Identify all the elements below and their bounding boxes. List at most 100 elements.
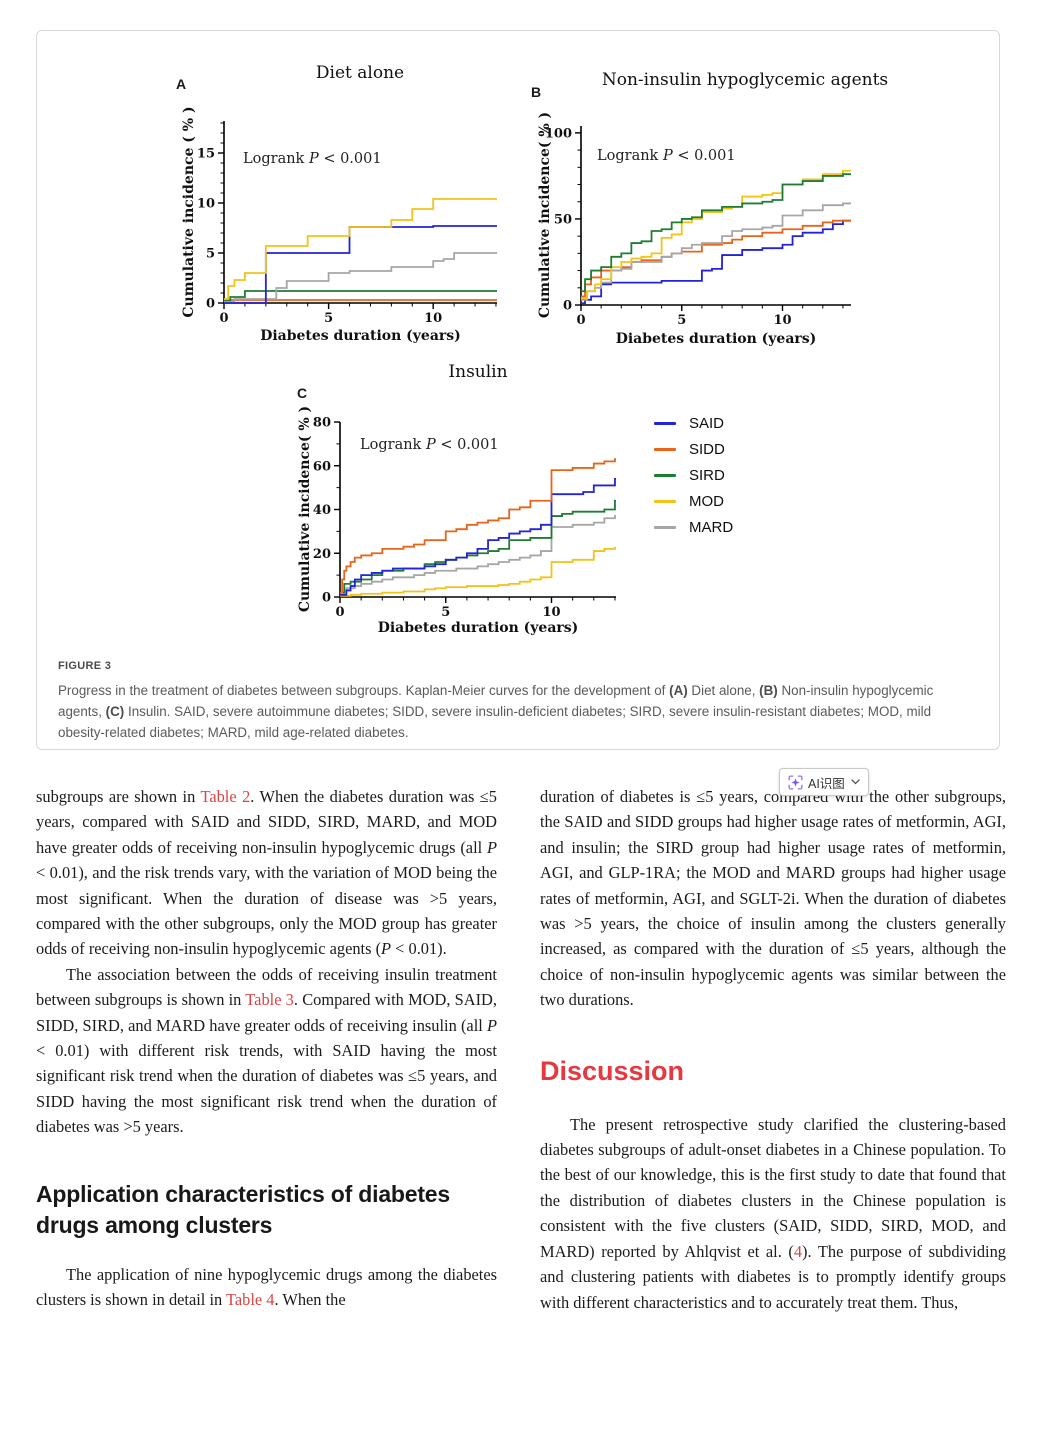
- section-heading-application: Application characteristics of diabetes …: [36, 1180, 450, 1238]
- legend-dash: [654, 525, 676, 529]
- text-segment: Logrank: [360, 437, 426, 453]
- x-tick-label: 5: [677, 313, 686, 328]
- legend-label: MARD: [689, 518, 734, 536]
- paragraph: subgroups are shown in Table 2. When the…: [36, 784, 497, 962]
- text-segment: < 0.01).: [391, 939, 447, 959]
- y-tick-label: 80: [313, 416, 331, 431]
- ai-vision-label: AI识图: [808, 776, 845, 791]
- series-sidd: [340, 458, 616, 594]
- table-2-link[interactable]: Table 2: [200, 787, 251, 806]
- legend-item-sird: SIRD: [654, 462, 733, 488]
- legend-item-mod: MOD: [654, 488, 733, 514]
- text-segment: (A): [669, 683, 688, 698]
- paragraph: The application of nine hypoglycemic dru…: [36, 1262, 497, 1313]
- table-3-link[interactable]: Table 3: [245, 990, 294, 1010]
- text-segment: Logrank: [243, 151, 309, 167]
- legend-label: SIDD: [689, 440, 725, 458]
- left-column: subgroups are shown in Table 2. When the…: [36, 784, 497, 1313]
- text-segment: (C): [105, 704, 125, 719]
- y-tick-label: 60: [313, 459, 331, 474]
- x-tick-label: 10: [773, 313, 791, 328]
- x-tick-label: 10: [542, 605, 560, 620]
- series-said: [340, 477, 616, 596]
- legend-item-said: SAID: [654, 410, 733, 436]
- panel-b-y-axis-label: Cumulative incidence( % ): [537, 111, 553, 319]
- text-segment: (B): [759, 683, 778, 698]
- panel-a-letter: A: [176, 76, 187, 92]
- text-segment: P: [425, 437, 436, 453]
- text-segment: . Compared with MOD, SAID, SIDD, SIRD, a…: [36, 990, 497, 1035]
- text-segment: P: [486, 1015, 497, 1035]
- text-segment: P: [308, 151, 319, 167]
- text-segment: < 0.01) with different risk trends, with…: [36, 1041, 497, 1137]
- panel-a-x-axis-label: Diabetes duration (years): [260, 328, 461, 344]
- figure-caption-label: FIGURE 3: [58, 660, 112, 672]
- ai-vision-button[interactable]: AI识图: [779, 768, 869, 796]
- y-tick-label: 10: [197, 197, 215, 212]
- panel-c-title: Insulin: [448, 362, 508, 382]
- text-segment: Insulin. SAID, severe autoimmune diabete…: [58, 704, 932, 740]
- text-segment: subgroups are shown in: [36, 787, 201, 806]
- text-segment: . When the: [274, 1290, 346, 1310]
- legend-dash: [654, 499, 676, 503]
- legend-dash: [654, 447, 676, 451]
- text-segment: . When the diabetes duration was ≤5 year…: [36, 787, 497, 857]
- panel-b-logrank-annotation: Logrank P < 0.001: [597, 148, 736, 164]
- km-chart-diet-alone: 0 5 10 0 5 10 15: [197, 121, 497, 326]
- panel-b-title: Non-insulin hypoglycemic agents: [601, 70, 889, 90]
- paragraph: duration of diabetes is ≤5 years, compar…: [540, 784, 1006, 1013]
- text-segment: P: [381, 939, 392, 959]
- series-mod: [581, 169, 851, 300]
- y-tick-label: 0: [563, 299, 572, 314]
- series-sird: [224, 290, 497, 302]
- right-column: duration of diabetes is ≤5 years, compar…: [540, 784, 1006, 1315]
- panel-c-x-axis-label: Diabetes duration (years): [377, 620, 579, 636]
- y-tick-label: 5: [206, 247, 215, 262]
- panel-c-y-axis-label: Cumulative incidence( % ): [297, 405, 313, 613]
- figure-caption: Progress in the treatment of diabetes be…: [58, 680, 950, 743]
- panel-c-letter: C: [297, 385, 308, 401]
- text-segment: < 0.01), and the risk trends vary, with …: [36, 863, 497, 959]
- text-segment: duration of diabetes is ≤5 years, compar…: [540, 787, 1006, 1010]
- legend-dash: [654, 421, 676, 425]
- series-sidd: [581, 219, 851, 298]
- panel-a-y-axis-label: Cumulative incidence ( % ): [181, 106, 197, 318]
- x-tick-label: 10: [424, 311, 442, 326]
- y-tick-label: 40: [313, 503, 331, 518]
- figure-box: [36, 30, 1000, 750]
- text-segment: P: [662, 148, 673, 164]
- table-4-link[interactable]: Table 4: [226, 1290, 275, 1310]
- text-segment: Progress in the treatment of diabetes be…: [58, 683, 670, 698]
- legend-label: MOD: [689, 492, 724, 510]
- text-segment: The application of nine hypoglycemic dru…: [36, 1264, 497, 1310]
- y-tick-label: 15: [197, 147, 215, 162]
- text-segment: ). The purpose of subdividing and cluste…: [540, 1241, 1006, 1312]
- y-tick-label: 100: [545, 126, 572, 141]
- text-segment: < 0.001: [435, 437, 499, 453]
- text-segment: Non-insulin hypoglycemic agents,: [58, 683, 934, 719]
- series-mod: [224, 198, 497, 300]
- y-tick-label: 20: [313, 547, 331, 562]
- x-tick-label: 0: [576, 313, 585, 328]
- legend-dash: [654, 473, 676, 477]
- section-heading-discussion: Discussion: [540, 1055, 685, 1086]
- panel-b-letter: B: [531, 84, 542, 100]
- panel-a-title: Diet alone: [315, 63, 405, 83]
- series-said: [581, 219, 851, 305]
- x-tick-label: 0: [219, 311, 228, 326]
- legend-item-sidd: SIDD: [654, 436, 733, 462]
- legend: SAID SIDD SIRD MOD MARD: [654, 410, 733, 540]
- text-segment: Diet alone,: [687, 683, 760, 698]
- x-tick-label: 5: [441, 605, 450, 620]
- y-tick-label: 0: [322, 591, 331, 606]
- reference-4-link[interactable]: 4: [793, 1241, 803, 1261]
- chevron-down-icon: [851, 779, 860, 785]
- series-mard: [224, 252, 497, 303]
- text-segment: P: [486, 837, 497, 857]
- series-sird: [581, 173, 851, 293]
- panel-c-logrank-annotation: Logrank P < 0.001: [360, 437, 499, 453]
- text-segment: The association between the odds of rece…: [36, 964, 497, 1010]
- paragraph: The association between the odds of rece…: [36, 962, 497, 1140]
